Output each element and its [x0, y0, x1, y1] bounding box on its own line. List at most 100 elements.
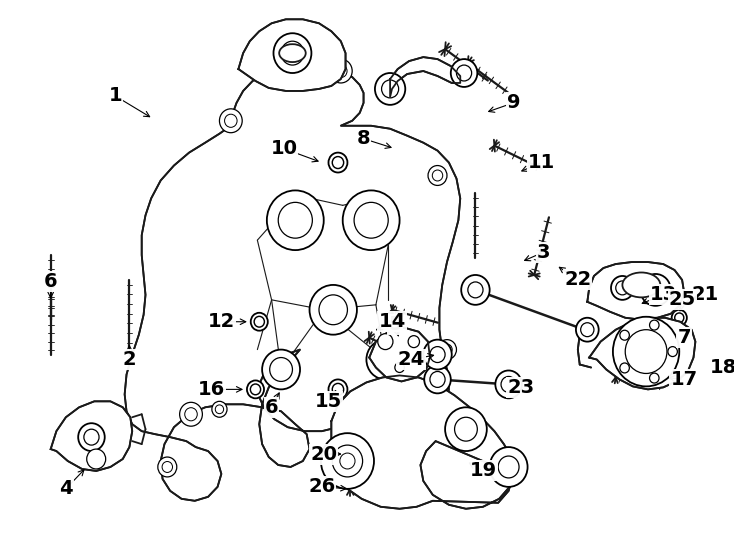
Circle shape	[378, 334, 393, 349]
Text: 12: 12	[208, 312, 235, 331]
Text: 25: 25	[669, 291, 696, 309]
Polygon shape	[589, 318, 695, 389]
Circle shape	[616, 281, 629, 295]
Text: 24: 24	[397, 350, 424, 369]
Text: 2: 2	[123, 350, 137, 369]
Text: 18: 18	[711, 358, 734, 377]
Circle shape	[382, 80, 399, 98]
Text: 3: 3	[537, 242, 550, 261]
Circle shape	[84, 429, 99, 445]
Circle shape	[278, 202, 313, 238]
Circle shape	[620, 363, 629, 373]
Circle shape	[333, 445, 363, 477]
Text: 8: 8	[357, 129, 371, 148]
Polygon shape	[369, 328, 430, 381]
Circle shape	[650, 320, 659, 330]
Polygon shape	[125, 66, 460, 501]
Circle shape	[333, 383, 344, 395]
Circle shape	[340, 453, 355, 469]
Ellipse shape	[622, 273, 661, 298]
Circle shape	[185, 408, 197, 421]
Circle shape	[330, 59, 352, 83]
Circle shape	[613, 317, 679, 387]
Text: 6: 6	[44, 273, 57, 292]
Circle shape	[668, 347, 677, 356]
Circle shape	[162, 462, 172, 472]
Circle shape	[281, 41, 304, 65]
Circle shape	[354, 202, 388, 238]
Text: 4: 4	[59, 480, 73, 498]
Text: 20: 20	[310, 444, 337, 463]
Circle shape	[374, 348, 397, 372]
Text: 9: 9	[506, 93, 520, 112]
Text: 5: 5	[388, 315, 401, 334]
Text: 10: 10	[270, 139, 297, 158]
Circle shape	[430, 372, 445, 387]
Circle shape	[640, 274, 671, 306]
Circle shape	[319, 295, 347, 325]
Text: 21: 21	[691, 285, 719, 305]
Circle shape	[675, 313, 684, 322]
Circle shape	[437, 340, 457, 360]
Circle shape	[498, 456, 519, 478]
Circle shape	[457, 65, 472, 81]
Text: 6: 6	[265, 398, 278, 417]
Circle shape	[461, 275, 490, 305]
Polygon shape	[239, 19, 346, 91]
Circle shape	[672, 310, 687, 326]
Text: 23: 23	[507, 378, 534, 397]
Circle shape	[250, 384, 261, 395]
Circle shape	[321, 433, 374, 489]
Circle shape	[251, 313, 268, 330]
Circle shape	[269, 357, 292, 381]
Circle shape	[79, 423, 105, 451]
Circle shape	[442, 344, 452, 355]
Circle shape	[620, 330, 629, 340]
Circle shape	[375, 73, 405, 105]
Circle shape	[267, 191, 324, 250]
Circle shape	[399, 417, 418, 437]
Circle shape	[408, 336, 420, 348]
Circle shape	[650, 373, 659, 383]
Circle shape	[247, 380, 264, 399]
Circle shape	[581, 323, 594, 336]
Circle shape	[430, 347, 445, 362]
Circle shape	[335, 64, 347, 78]
Circle shape	[262, 349, 300, 389]
Circle shape	[87, 449, 106, 469]
Text: 19: 19	[470, 462, 497, 481]
Text: 15: 15	[315, 392, 342, 411]
Circle shape	[490, 447, 528, 487]
Text: 26: 26	[308, 477, 335, 496]
Circle shape	[366, 340, 404, 380]
Circle shape	[445, 407, 487, 451]
Circle shape	[611, 276, 633, 300]
Circle shape	[432, 170, 443, 181]
Circle shape	[215, 405, 224, 414]
Circle shape	[219, 109, 242, 133]
Circle shape	[451, 59, 477, 87]
Polygon shape	[390, 57, 460, 97]
Circle shape	[158, 457, 177, 477]
Circle shape	[274, 33, 311, 73]
Circle shape	[225, 114, 237, 127]
Text: 22: 22	[564, 271, 592, 289]
Text: 7: 7	[677, 328, 691, 347]
Text: 11: 11	[528, 153, 556, 172]
Circle shape	[329, 153, 347, 172]
Circle shape	[310, 285, 357, 335]
Text: 1: 1	[109, 86, 122, 105]
Polygon shape	[51, 401, 132, 471]
Circle shape	[343, 191, 399, 250]
Circle shape	[495, 370, 522, 399]
Circle shape	[254, 316, 264, 327]
Circle shape	[468, 282, 483, 298]
Text: 16: 16	[198, 380, 225, 399]
Circle shape	[424, 340, 451, 369]
Text: 14: 14	[378, 312, 406, 331]
Circle shape	[404, 422, 414, 433]
Circle shape	[454, 417, 477, 441]
Circle shape	[428, 166, 447, 185]
Ellipse shape	[279, 44, 306, 62]
Circle shape	[501, 376, 516, 393]
